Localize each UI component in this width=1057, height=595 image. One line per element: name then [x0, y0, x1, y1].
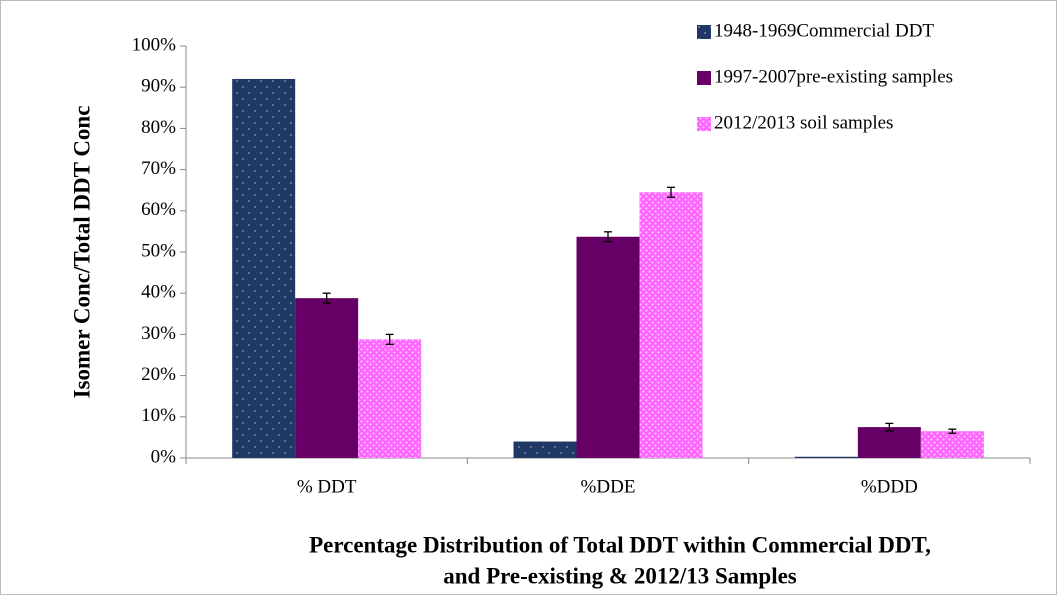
y-tick-label: 70%	[141, 158, 176, 179]
x-tick-label: % DDT	[297, 476, 357, 497]
legend-label: 1997-2007pre-existing samples	[714, 66, 953, 87]
y-tick-label: 40%	[141, 282, 176, 303]
bar	[794, 456, 858, 458]
bar	[513, 441, 577, 458]
y-tick-label: 0%	[151, 446, 177, 467]
error-bar	[385, 333, 394, 345]
legend-swatch	[697, 117, 711, 131]
bar	[639, 192, 703, 458]
y-tick-label: 20%	[141, 364, 176, 385]
bar	[920, 431, 984, 458]
error-bar	[948, 428, 957, 434]
bar	[358, 339, 422, 458]
legend-label: 1948-1969Commercial DDT	[714, 20, 934, 41]
error-bar	[604, 231, 612, 243]
y-tick-label: 30%	[141, 323, 176, 344]
y-tick-label: 90%	[141, 76, 176, 97]
x-axis-title: Percentage Distribution of Total DDT wit…	[309, 532, 931, 557]
error-bar	[667, 186, 675, 198]
x-tick-label: %DDE	[581, 476, 636, 497]
y-tick-label: 100%	[132, 34, 177, 55]
x-tick-label: %DDD	[861, 476, 918, 497]
bar	[857, 427, 921, 458]
bar	[576, 236, 640, 458]
legend-swatch	[697, 71, 711, 85]
y-axis-title: Isomer Conc/Total DDT Conc	[69, 106, 94, 399]
legend-swatch	[697, 25, 711, 39]
bar	[295, 298, 359, 458]
bar	[232, 78, 296, 459]
error-bar	[322, 292, 331, 304]
x-axis-title: and Pre-existing & 2012/13 Samples	[443, 563, 797, 588]
y-tick-label: 50%	[141, 240, 176, 261]
y-tick-label: 10%	[141, 405, 176, 426]
y-tick-label: 60%	[141, 199, 176, 220]
legend-label: 2012/2013 soil samples	[714, 112, 893, 133]
y-tick-label: 80%	[141, 117, 176, 138]
error-bar	[885, 422, 894, 432]
